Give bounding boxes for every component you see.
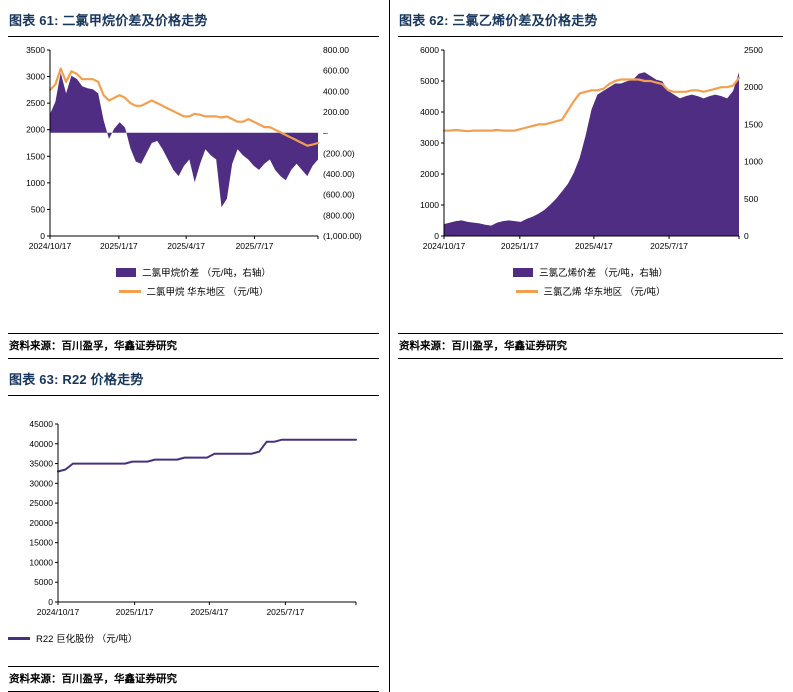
svg-text:40000: 40000 [29,439,53,449]
svg-text:35000: 35000 [29,459,53,469]
source-label: 资料来源： [9,340,62,352]
svg-text:2025/7/17: 2025/7/17 [236,241,274,251]
svg-text:(1,000.00): (1,000.00) [323,231,362,241]
legend-item: 二氯甲烷价差 （元/吨，右轴） [116,265,271,279]
svg-text:2025/1/17: 2025/1/17 [501,241,539,251]
svg-text:3500: 3500 [26,45,45,55]
figure-61-chart-block: 0 500 1000 1500 2000 2500 3000 3500 800.00 600.00… [8,42,379,298]
chart-63-legend: R22 巨化股份 （元/吨） [8,631,379,645]
svg-text:3000: 3000 [420,138,439,148]
svg-text:0: 0 [48,597,53,607]
figure-63-title: 图表 63: R22 价格走势 [8,359,379,396]
svg-text:5000: 5000 [420,76,439,86]
svg-text:2025/4/17: 2025/4/17 [190,607,228,617]
svg-text:(800.00): (800.00) [323,210,355,220]
svg-text:2025/7/17: 2025/7/17 [650,241,688,251]
svg-text:2000: 2000 [744,82,763,92]
svg-text:6000: 6000 [420,45,439,55]
legend-label: 二氯甲烷价差 （元/吨，右轴） [142,268,271,279]
svg-text:0: 0 [434,231,439,241]
legend-item: 三氯乙烯价差 （元/吨，右轴） [513,265,668,279]
legend-item: R22 巨化股份 （元/吨） [8,631,137,645]
figure-62-chart-block: 0 1000 2000 3000 4000 5000 6000 2500 2000 1500 100… [398,42,783,298]
svg-text:800.00: 800.00 [323,45,349,55]
svg-text:2025/1/17: 2025/1/17 [116,607,154,617]
svg-text:500: 500 [31,204,45,214]
svg-text:3000: 3000 [26,72,45,82]
figure-63-chart-block: 0 5000 10000 15000 20000 25000 30000 35000 40000… [8,416,379,645]
figure-62-panel: 图表 62: 三氯乙烯价差及价格走势 0 1000 2000 3000 4000 5000… [390,0,793,359]
figure-63-panel: 图表 63: R22 价格走势 0 5000 10000 15000 20000 2500… [0,359,390,692]
svg-text:2024/10/17: 2024/10/17 [37,607,80,617]
source-label: 资料来源： [399,340,452,352]
area-swatch-icon [513,267,534,277]
svg-text:2025/4/17: 2025/4/17 [167,241,205,251]
svg-text:(400.00): (400.00) [323,169,355,179]
svg-text:2500: 2500 [744,45,763,55]
svg-text:2000: 2000 [26,125,45,135]
svg-text:1000: 1000 [26,178,45,188]
source-institutions: 百川盈孚，华鑫证券研究 [451,340,568,352]
svg-text:1500: 1500 [744,119,763,129]
svg-text:0: 0 [40,231,45,241]
line-swatch-icon [515,289,538,293]
legend-label: 二氯甲烷 华东地区 （元/吨） [146,287,269,298]
legend-label: R22 巨化股份 （元/吨） [36,634,138,645]
svg-text:2000: 2000 [420,169,439,179]
svg-text:2025/7/17: 2025/7/17 [266,607,304,617]
svg-text:45000: 45000 [29,419,53,429]
chart-61-legend: 二氯甲烷价差 （元/吨，右轴） 二氯甲烷 华东地区 （元/吨） [8,265,379,298]
bottom-row: 图表 63: R22 价格走势 0 5000 10000 15000 20000 2500… [0,359,793,692]
svg-text:0: 0 [744,231,749,241]
area-swatch-icon [116,267,137,277]
svg-text:30000: 30000 [29,478,53,488]
chart-62-legend: 三氯乙烯价差 （元/吨，右轴） 三氯乙烯 华东地区 （元/吨） [398,265,783,298]
svg-text:4000: 4000 [420,107,439,117]
top-row: 图表 61: 二氯甲烷价差及价格走势 0 500 1000 1500 2000 2500 3… [0,0,793,359]
svg-text:2024/10/17: 2024/10/17 [29,241,72,251]
svg-text:500: 500 [744,194,758,204]
figure-61-title: 图表 61: 二氯甲烷价差及价格走势 [8,0,379,37]
svg-text:600.00: 600.00 [323,66,349,76]
chart-63-canvas: 0 5000 10000 15000 20000 25000 30000 35000 40000… [29,419,357,617]
svg-text:20000: 20000 [29,518,53,528]
legend-item: 二氯甲烷 华东地区 （元/吨） [118,284,269,298]
svg-text:1000: 1000 [420,200,439,210]
legend-label: 三氯乙烯价差 （元/吨，右轴） [539,268,668,279]
svg-text:400.00: 400.00 [323,86,349,96]
svg-text:2025/1/17: 2025/1/17 [100,241,138,251]
svg-text:(200.00): (200.00) [323,148,355,158]
legend-label: 三氯乙烯 华东地区 （元/吨） [543,287,666,298]
svg-text:1000: 1000 [744,157,763,167]
svg-text:15000: 15000 [29,538,53,548]
line-swatch-icon [8,636,30,640]
svg-text:2025/4/17: 2025/4/17 [575,241,613,251]
source-institutions: 百川盈孚，华鑫证券研究 [61,673,178,685]
figure-63-source-row: 资料来源：百川盈孚，华鑫证券研究 [8,666,379,692]
svg-text:(600.00): (600.00) [323,190,355,200]
source-label: 资料来源： [9,673,62,685]
svg-text:5000: 5000 [34,577,53,587]
chart-61-canvas: 0 500 1000 1500 2000 2500 3000 3500 800.00 600.00… [26,45,362,251]
figure-61-panel: 图表 61: 二氯甲烷价差及价格走势 0 500 1000 1500 2000 2500 3… [0,0,390,359]
line-swatch-icon [118,289,141,293]
svg-text:2500: 2500 [26,98,45,108]
svg-text:25000: 25000 [29,498,53,508]
source-institutions: 百川盈孚，华鑫证券研究 [61,340,178,352]
figure-61-source-row: 资料来源：百川盈孚，华鑫证券研究 [8,333,379,359]
svg-text:10000: 10000 [29,557,53,567]
svg-text:2024/10/17: 2024/10/17 [423,241,466,251]
svg-text:200.00: 200.00 [323,107,349,117]
svg-text:–: – [323,128,328,138]
empty-panel [390,359,793,692]
legend-item: 三氯乙烯 华东地区 （元/吨） [515,284,666,298]
figure-62-source-row: 资料来源：百川盈孚，华鑫证券研究 [398,333,783,359]
svg-text:1500: 1500 [26,151,45,161]
figure-62-title: 图表 62: 三氯乙烯价差及价格走势 [398,0,783,37]
